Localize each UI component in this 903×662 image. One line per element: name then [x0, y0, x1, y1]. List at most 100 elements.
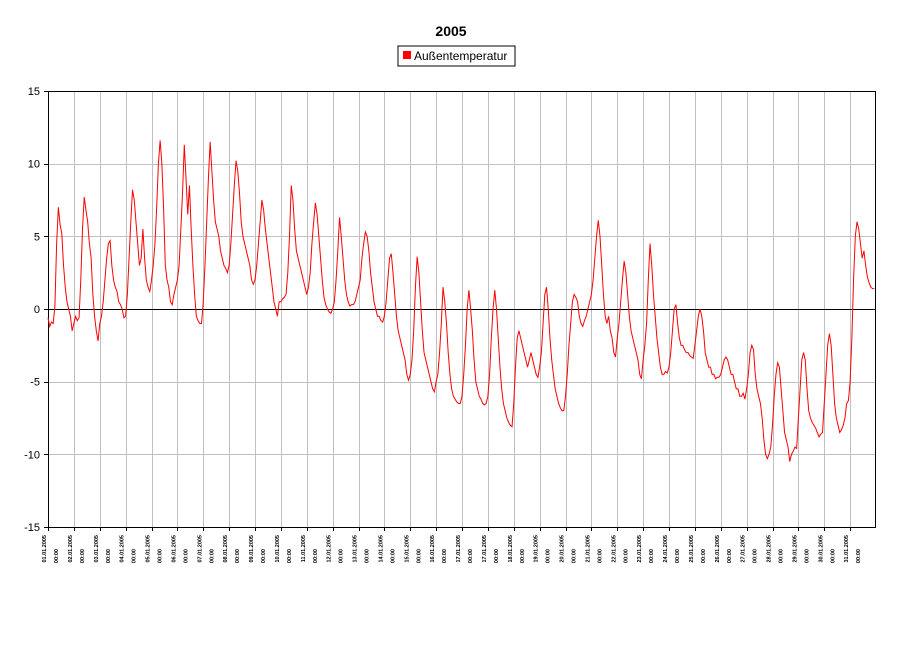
x-tick-time: 00:00: [132, 549, 138, 563]
legend-frame: [397, 45, 516, 67]
y-tick-label: 15: [28, 86, 40, 98]
x-tick-time: 00:00: [442, 549, 448, 563]
x-tick-time: 00:00: [597, 549, 603, 563]
x-tick-label: 18.01.2005 00:00: [508, 535, 526, 563]
chart-title: 2005: [435, 23, 466, 39]
x-tick-time: 00:00: [727, 549, 733, 563]
x-tick-time: 00:00: [339, 549, 345, 563]
series-line-aussentemperatur: [47, 140, 875, 462]
x-tick-label: 29.01.2005 00:00: [792, 535, 810, 563]
x-tick-date: 18.01.2005: [508, 535, 514, 563]
x-tick-date: 20.01.2005: [560, 535, 566, 563]
x-tick-label: 23.01.2005 00:00: [637, 535, 655, 563]
x-tick-label: 21.01.2005 00:00: [585, 535, 603, 563]
x-tick-time: 00:00: [753, 549, 759, 563]
x-tick-time: 00:00: [623, 549, 629, 563]
y-tick-label: -10: [24, 449, 40, 461]
x-tick-time: 00:00: [261, 549, 267, 563]
x-tick-date: 17.01.2005: [456, 535, 462, 563]
x-tick-date: 29.01.2005: [792, 535, 798, 563]
x-tick-label: 03.01.2005 00:00: [94, 535, 112, 563]
x-tick-date: 05.01.2005: [146, 535, 152, 563]
x-tick-label: 06.01.2005 00:00: [171, 535, 189, 563]
x-tick-date: 11.01.2005: [301, 535, 307, 562]
x-tick-time: 00:00: [183, 549, 189, 563]
x-tick-label: 02.01.2005 00:00: [68, 535, 86, 563]
x-tick-label: 11.01.2005 00:00: [301, 535, 319, 563]
x-tick-label: 13.01.2005 00:00: [353, 535, 371, 563]
x-axis: 01.01.2005 00:00 02.01.2005 00:00 03.01.2005…: [42, 527, 862, 563]
x-tick-label: 15.01.2005 00:00: [404, 535, 422, 563]
x-tick-date: 21.01.2005: [585, 535, 591, 563]
x-tick-time: 00:00: [830, 549, 836, 563]
x-tick-time: 00:00: [701, 549, 707, 563]
x-tick-date: 09.01.2005: [249, 535, 255, 563]
y-tick-label: 0: [34, 304, 40, 316]
x-tick-date: 16.01.2005: [430, 535, 436, 563]
x-tick-time: 00:00: [779, 549, 785, 563]
y-tick-label: 10: [28, 159, 40, 171]
x-tick-date: 06.01.2005: [171, 535, 177, 563]
x-tick-date: 22.01.2005: [611, 535, 617, 563]
x-tick-time: 00:00: [856, 549, 862, 563]
x-tick-label: 25.01.2005 00:00: [689, 535, 707, 563]
x-tick-date: 17.01.2005: [482, 535, 488, 563]
x-tick-date: 13.01.2005: [353, 535, 359, 563]
x-tick-label: 22.01.2005 00:00: [611, 535, 629, 563]
x-tick-time: 00:00: [54, 549, 60, 563]
x-tick-time: 00:00: [313, 549, 319, 563]
x-tick-date: 02.01.2005: [68, 535, 74, 563]
x-tick-time: 00:00: [649, 549, 655, 563]
x-tick-time: 00:00: [209, 549, 215, 563]
x-tick-label: 27.01.2005 00:00: [741, 535, 759, 563]
x-tick-label: 01.01.2005 00:00: [42, 535, 60, 563]
x-tick-label: 30.01.2005 00:00: [818, 535, 836, 563]
x-tick-time: 00:00: [106, 549, 112, 563]
y-tick-label: -5: [30, 377, 40, 389]
x-tick-date: 28.01.2005: [767, 535, 773, 563]
x-tick-label: 31.01.2005 00:00: [844, 535, 862, 563]
x-tick-date: 15.01.2005: [404, 535, 410, 563]
x-tick-time: 00:00: [546, 549, 552, 563]
x-tick-date: 24.01.2005: [663, 535, 669, 563]
x-tick-date: 30.01.2005: [818, 535, 824, 563]
x-tick-date: 25.01.2005: [689, 535, 695, 563]
x-tick-date: 04.01.2005: [120, 535, 126, 563]
x-tick-time: 00:00: [416, 549, 422, 563]
y-axis: -15 -10 -5 0 5 10 15: [24, 86, 48, 534]
x-tick-time: 00:00: [390, 549, 396, 563]
chart-legend: Außentemperatur: [397, 45, 516, 67]
x-tick-time: 00:00: [675, 549, 681, 563]
x-tick-label: 07.01.2005 00:00: [197, 535, 215, 563]
x-tick-date: 23.01.2005: [637, 535, 643, 563]
x-tick-label: 08.01.2005 00:00: [223, 535, 241, 563]
x-tick-label: 28.01.2005 00:00: [767, 535, 785, 563]
x-tick-time: 00:00: [572, 549, 578, 563]
x-tick-date: 14.01.2005: [378, 535, 384, 563]
x-tick-label: 04.01.2005 00:00: [120, 535, 138, 563]
x-tick-time: 00:00: [80, 549, 86, 563]
x-tick-label: 10.01.2005 00:00: [275, 535, 293, 563]
x-tick-date: 10.01.2005: [275, 535, 281, 563]
x-tick-date: 03.01.2005: [94, 535, 100, 563]
x-tick-time: 00:00: [287, 549, 293, 563]
x-tick-date: 12.01.2005: [327, 535, 333, 563]
x-tick-label: 24.01.2005 00:00: [663, 535, 681, 563]
x-tick-date: 31.01.2005: [844, 535, 850, 563]
legend-label: Außentemperatur: [414, 49, 507, 63]
x-tick-time: 00:00: [468, 549, 474, 563]
x-tick-label: 12.01.2005 00:00: [327, 535, 345, 563]
x-tick-time: 00:00: [365, 549, 371, 563]
x-tick-label: 19.01.2005 00:00: [534, 535, 552, 563]
x-tick-time: 00:00: [235, 549, 241, 563]
x-tick-label: 16.01.2005 00:00: [430, 535, 448, 563]
x-tick-label: 14.01.2005 00:00: [378, 535, 396, 563]
x-tick-time: 00:00: [804, 549, 810, 563]
x-tick-label: 17.01.2005 00:00: [456, 535, 474, 563]
x-tick-date: 08.01.2005: [223, 535, 229, 563]
legend-swatch: [403, 51, 411, 59]
x-tick-date: 26.01.2005: [715, 535, 721, 563]
x-tick-label: 09.01.2005 00:00: [249, 535, 267, 563]
x-tick-date: 01.01.2005: [42, 535, 48, 563]
